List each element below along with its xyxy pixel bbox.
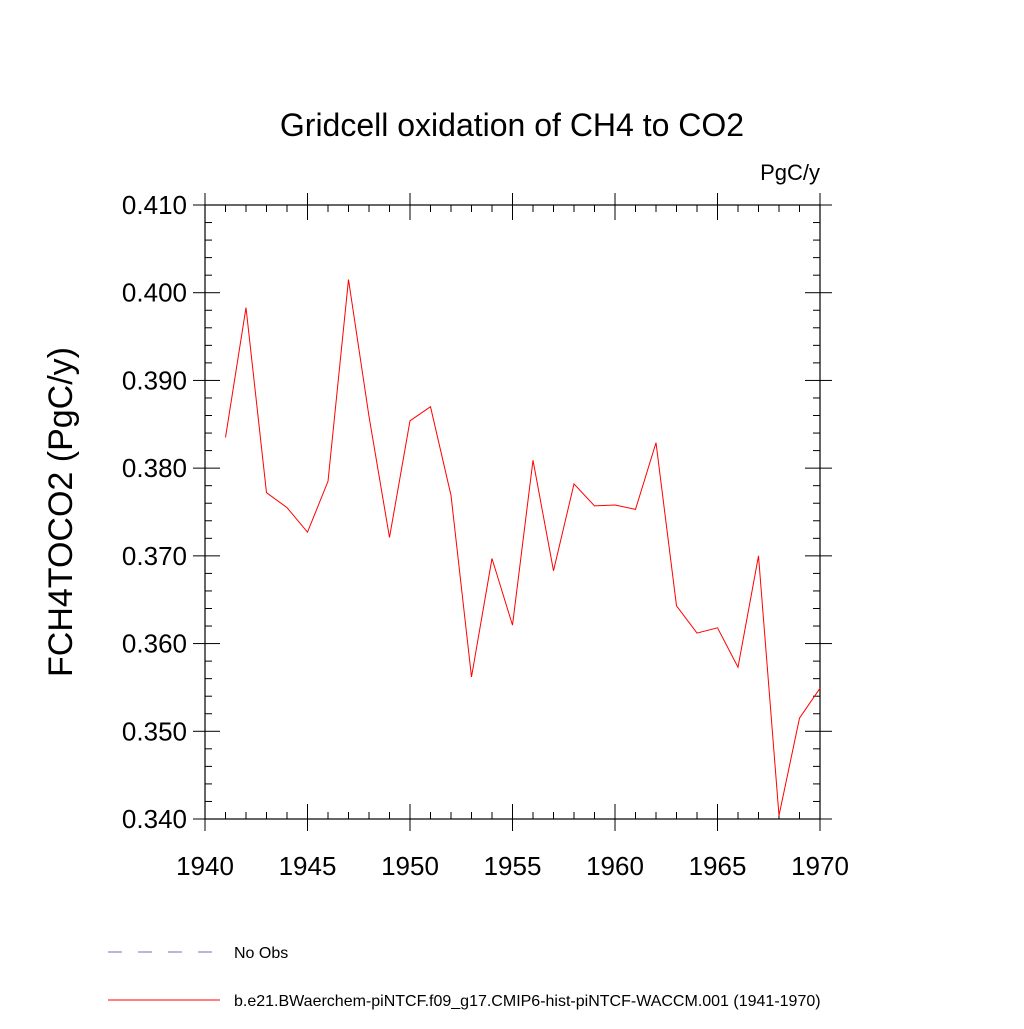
y-axis-label: FCH4TOCO2 (PgC/y)	[42, 347, 80, 677]
y-tick-labels: 0.340 0.350 0.360 0.370 0.380 0.390 0.400 0.410	[122, 190, 187, 834]
series-lines	[225, 279, 821, 816]
legend: No Obs b.e21.BWaerchem-piNTCF.f09_g17.CMI…	[108, 945, 821, 1010]
y-tick-label: 0.400	[122, 278, 187, 308]
y-tick-label: 0.350	[122, 716, 187, 746]
y-tick-label: 0.370	[122, 541, 187, 571]
y-tick-label: 0.390	[122, 365, 187, 395]
x-tick-label: 1950	[381, 851, 439, 881]
series-line	[225, 279, 821, 816]
legend-label: No Obs	[234, 945, 288, 962]
plot-frame	[204, 204, 821, 820]
y-tick-label: 0.340	[122, 804, 187, 834]
x-tick-label: 1960	[586, 851, 644, 881]
y-tick-label: 0.380	[122, 453, 187, 483]
x-tick-label: 1965	[689, 851, 747, 881]
x-tick-labels: 1940 1945 1950 1955 1960 1965 1970	[176, 851, 849, 881]
legend-label: b.e21.BWaerchem-piNTCF.f09_g17.CMIP6-his…	[234, 993, 821, 1010]
axes	[204, 204, 821, 820]
x-tick-label: 1945	[279, 851, 337, 881]
y-tick-label: 0.360	[122, 629, 187, 659]
y-tick-label: 0.410	[122, 190, 187, 220]
chart-title: Gridcell oxidation of CH4 to CO2	[280, 107, 744, 143]
tick-marks	[193, 193, 832, 831]
units-label: PgC/y	[760, 160, 820, 185]
x-tick-label: 1955	[484, 851, 542, 881]
x-tick-label: 1940	[176, 851, 234, 881]
x-tick-label: 1970	[791, 851, 849, 881]
